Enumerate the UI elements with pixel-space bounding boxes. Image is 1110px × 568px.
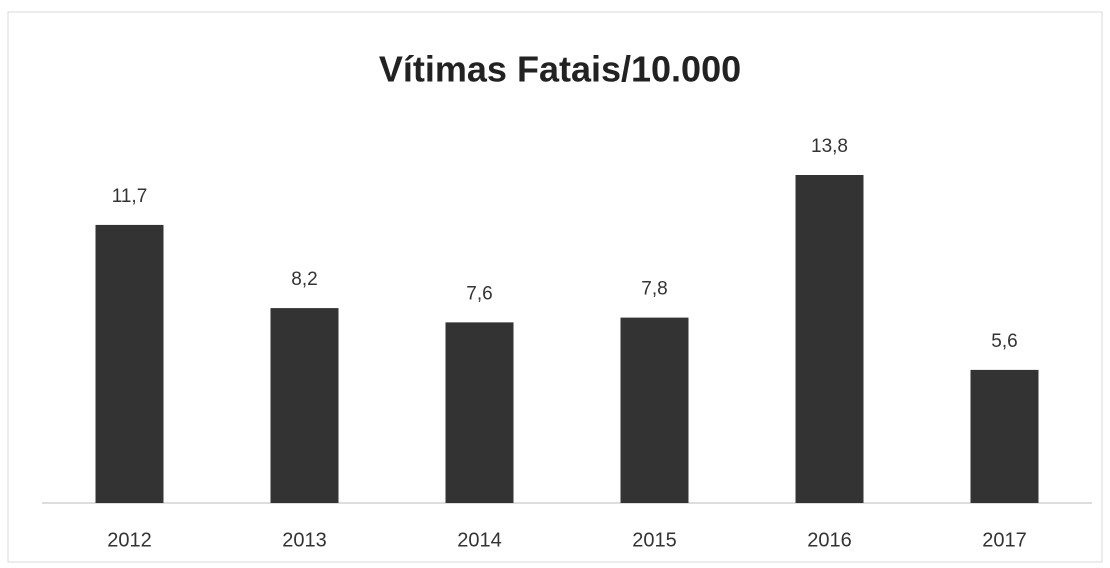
value-label: 8,2 bbox=[291, 269, 317, 290]
bar bbox=[795, 175, 864, 503]
x-tick-label: 2015 bbox=[632, 529, 677, 551]
x-tick-label: 2016 bbox=[807, 529, 852, 551]
x-tick-label: 2012 bbox=[107, 529, 152, 551]
value-label: 5,6 bbox=[991, 331, 1017, 352]
value-label: 13,8 bbox=[811, 136, 848, 157]
chart-frame bbox=[7, 11, 1103, 563]
bar bbox=[620, 317, 689, 503]
bar bbox=[445, 322, 514, 503]
x-tick-label: 2013 bbox=[282, 529, 327, 551]
bar bbox=[970, 369, 1039, 503]
value-label: 7,8 bbox=[641, 279, 667, 300]
bar bbox=[95, 224, 164, 504]
bar bbox=[270, 308, 339, 503]
x-tick-label: 2017 bbox=[982, 529, 1027, 551]
value-label: 7,6 bbox=[466, 283, 492, 304]
x-tick-label: 2014 bbox=[457, 529, 502, 551]
value-label: 11,7 bbox=[112, 186, 148, 207]
chart-title: Vítimas Fatais/10.000 bbox=[379, 49, 741, 90]
